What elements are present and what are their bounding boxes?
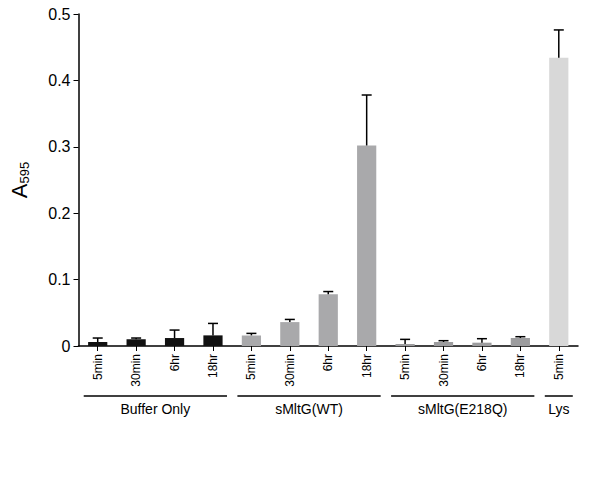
svg-text:6hr: 6hr [168,354,182,371]
svg-text:30min: 30min [437,354,451,387]
svg-text:0: 0 [62,338,71,355]
svg-text:595: 595 [17,162,32,184]
svg-text:30min: 30min [283,354,297,387]
svg-text:sMltG(WT): sMltG(WT) [275,401,343,417]
svg-text:sMltG(E218Q): sMltG(E218Q) [418,401,507,417]
svg-text:6hr: 6hr [475,354,489,371]
svg-text:Buffer Only: Buffer Only [120,401,190,417]
svg-text:0.5: 0.5 [48,6,70,23]
svg-text:5min: 5min [398,354,412,380]
svg-text:30min: 30min [129,354,143,387]
svg-text:Lys: Lys [548,401,569,417]
svg-text:0.1: 0.1 [48,271,70,288]
svg-text:5min: 5min [552,354,566,380]
svg-text:18hr: 18hr [513,354,527,378]
svg-text:0.3: 0.3 [48,138,70,155]
svg-text:0.4: 0.4 [48,72,70,89]
svg-text:5min: 5min [244,354,258,380]
svg-text:6hr: 6hr [321,354,335,371]
svg-text:A: A [7,183,32,198]
svg-text:0.2: 0.2 [48,205,70,222]
svg-text:18hr: 18hr [206,354,220,378]
svg-text:18hr: 18hr [360,354,374,378]
svg-text:5min: 5min [91,354,105,380]
